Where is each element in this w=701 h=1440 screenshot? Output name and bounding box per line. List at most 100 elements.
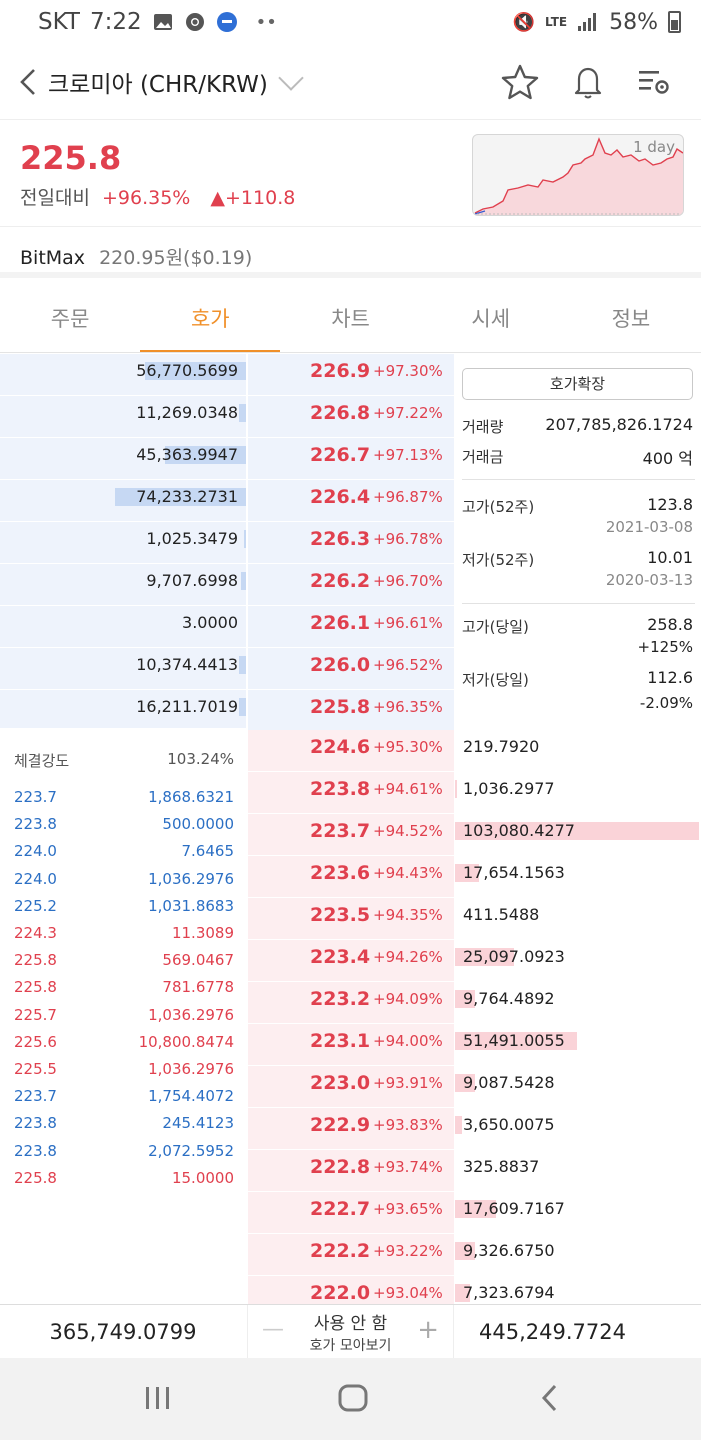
- bid-quantity-cell: 9,764.4892: [455, 982, 701, 1023]
- ask-price-cell[interactable]: 226.7 +97.13%: [248, 438, 454, 479]
- divider: [462, 603, 695, 604]
- bid-price-cell[interactable]: 222.9 +93.83%: [248, 1108, 454, 1149]
- tab-order[interactable]: 주문: [50, 307, 90, 331]
- bid-quantity-cell: 17,654.1563: [455, 856, 701, 897]
- bid-quantity-cell: 51,491.0055: [455, 1024, 701, 1065]
- ask-price-cell[interactable]: 226.2 +96.70%: [248, 564, 454, 605]
- page-title[interactable]: 크로미아 (CHR/KRW): [48, 71, 268, 98]
- low-day-value: 112.6: [647, 668, 693, 687]
- bid-row[interactable]: 223.0 +93.91% 9,087.5428: [0, 1066, 701, 1108]
- bid-depth-bar: [455, 948, 514, 966]
- trade-quantity: 1,036.2976: [148, 1005, 234, 1024]
- ask-row[interactable]: 9,707.6998 226.2 +96.70%: [0, 564, 701, 606]
- bid-depth-bar: [455, 1284, 470, 1302]
- star-icon[interactable]: [501, 64, 539, 100]
- back-nav-button[interactable]: [520, 1378, 580, 1418]
- ask-row[interactable]: 56,770.5699 226.9 +97.30%: [0, 354, 701, 396]
- ask-quantity: 74,233.2731: [136, 487, 238, 506]
- ask-row[interactable]: 16,211.7019 225.8 +96.35%: [0, 690, 701, 732]
- trade-price: 225.8: [14, 951, 57, 970]
- bid-row[interactable]: 222.9 +93.83% 3,650.0075: [0, 1108, 701, 1150]
- bid-price-cell[interactable]: 222.2 +93.22%: [248, 1234, 454, 1275]
- current-price: 225.8: [20, 139, 122, 177]
- bid-price-cell[interactable]: 223.8 +94.61%: [248, 772, 454, 813]
- tab-orderbook[interactable]: 호가: [140, 285, 281, 352]
- mute-icon: 🔇: [512, 11, 536, 33]
- ask-price-cell[interactable]: 226.4 +96.87%: [248, 480, 454, 521]
- recent-apps-button[interactable]: [128, 1378, 188, 1418]
- bid-row[interactable]: 222.2 +93.22% 9,326.6750: [0, 1234, 701, 1276]
- bid-row[interactable]: 224.6 +95.30% 219.7920: [0, 730, 701, 772]
- bid-row[interactable]: 223.6 +94.43% 17,654.1563: [0, 856, 701, 898]
- ask-price: 226.1: [310, 612, 371, 634]
- tab-info[interactable]: 정보: [611, 307, 651, 331]
- bid-quantity: 9,087.5428: [463, 1073, 555, 1092]
- bid-quantity: 25,097.0923: [463, 947, 565, 966]
- trade-row: 225.7 1,036.2976: [0, 1002, 246, 1029]
- tab-chart[interactable]: 차트: [331, 307, 370, 331]
- bid-quantity: 7,323.6794: [463, 1283, 555, 1302]
- ask-quantity: 56,770.5699: [136, 361, 238, 380]
- bid-price: 222.2: [310, 1240, 371, 1262]
- ask-price-cell[interactable]: 226.8 +97.22%: [248, 396, 454, 437]
- high-day-label: 고가(당일): [462, 618, 529, 636]
- ask-row[interactable]: 11,269.0348 226.8 +97.22%: [0, 396, 701, 438]
- plus-button[interactable]: +: [417, 1315, 439, 1345]
- ask-quantity: 16,211.7019: [136, 697, 238, 716]
- ask-row[interactable]: 1,025.3479 226.3 +96.78%: [0, 522, 701, 564]
- bid-price-cell[interactable]: 223.5 +94.35%: [248, 898, 454, 939]
- bid-price-cell[interactable]: 222.7 +93.65%: [248, 1192, 454, 1233]
- bid-price-cell[interactable]: 223.6 +94.43%: [248, 856, 454, 897]
- bid-row[interactable]: 223.2 +94.09% 9,764.4892: [0, 982, 701, 1024]
- bid-price-cell[interactable]: 223.7 +94.52%: [248, 814, 454, 855]
- back-button[interactable]: [8, 62, 48, 102]
- ask-depth-bar: [239, 698, 246, 716]
- bid-price-cell[interactable]: 222.8 +93.74%: [248, 1150, 454, 1191]
- ask-quantity-cell: 10,374.4413: [0, 648, 246, 689]
- high-day-percent: +125%: [637, 638, 693, 656]
- minus-button[interactable]: —: [262, 1317, 284, 1342]
- ask-row[interactable]: 10,374.4413 226.0 +96.52%: [0, 648, 701, 690]
- ask-price-cell[interactable]: 226.9 +97.30%: [248, 354, 454, 395]
- market-info-panel: 호가확장 거래량 207,785,826.1724 거래금 400 억 고가(5…: [455, 354, 701, 728]
- bid-price-cell[interactable]: 223.0 +93.91%: [248, 1066, 454, 1107]
- bid-row[interactable]: 223.8 +94.61% 1,036.2977: [0, 772, 701, 814]
- bid-price-cell[interactable]: 224.6 +95.30%: [248, 730, 454, 771]
- expand-orderbook-button[interactable]: 호가확장: [462, 368, 693, 400]
- bid-price: 223.7: [310, 820, 371, 842]
- mini-price-chart[interactable]: 1 day: [472, 134, 684, 216]
- ask-price-cell[interactable]: 226.3 +96.78%: [248, 522, 454, 563]
- bid-row[interactable]: 223.5 +94.35% 411.5488: [0, 898, 701, 940]
- bid-row[interactable]: 223.1 +94.00% 51,491.0055: [0, 1024, 701, 1066]
- trade-quantity: 11.3089: [171, 924, 234, 942]
- trade-row: 224.3 11.3089: [0, 920, 246, 947]
- bid-price-cell[interactable]: 223.1 +94.00%: [248, 1024, 454, 1065]
- status-bar: SKT 7:22 •• 🔇 LTE 58%: [0, 0, 701, 44]
- bid-row[interactable]: 222.8 +93.74% 325.8837: [0, 1150, 701, 1192]
- chevron-down-icon[interactable]: [278, 64, 304, 91]
- ask-depth-bar: [241, 572, 246, 590]
- tab-market[interactable]: 시세: [471, 307, 511, 331]
- bid-depth-bar: [455, 1032, 577, 1050]
- bid-row[interactable]: 223.4 +94.26% 25,097.0923: [0, 940, 701, 982]
- ask-price-cell[interactable]: 225.8 +96.35%: [248, 690, 454, 731]
- bid-price: 223.6: [310, 862, 371, 884]
- bid-depth-bar: [455, 864, 479, 882]
- bid-row[interactable]: 222.7 +93.65% 17,609.7167: [0, 1192, 701, 1234]
- low-52w-date: 2020-03-13: [605, 571, 693, 589]
- strength-label: 체결강도: [14, 752, 70, 770]
- ask-price-cell[interactable]: 226.0 +96.52%: [248, 648, 454, 689]
- trade-price: 224.0: [14, 869, 57, 888]
- bid-row[interactable]: 223.7 +94.52% 103,080.4277: [0, 814, 701, 856]
- bell-icon[interactable]: [573, 65, 603, 99]
- ask-row[interactable]: 45,363.9947 226.7 +97.13%: [0, 438, 701, 480]
- ask-price-cell[interactable]: 226.1 +96.61%: [248, 606, 454, 647]
- bid-price-cell[interactable]: 223.4 +94.26%: [248, 940, 454, 981]
- bid-quantity: 9,326.6750: [463, 1241, 555, 1260]
- settings-list-icon[interactable]: [637, 67, 671, 97]
- home-button[interactable]: [323, 1378, 383, 1418]
- ask-row[interactable]: 74,233.2731 226.4 +96.87%: [0, 480, 701, 522]
- ask-row[interactable]: 3.0000 226.1 +96.61%: [0, 606, 701, 648]
- low-day-percent: -2.09%: [639, 694, 693, 712]
- bid-price-cell[interactable]: 223.2 +94.09%: [248, 982, 454, 1023]
